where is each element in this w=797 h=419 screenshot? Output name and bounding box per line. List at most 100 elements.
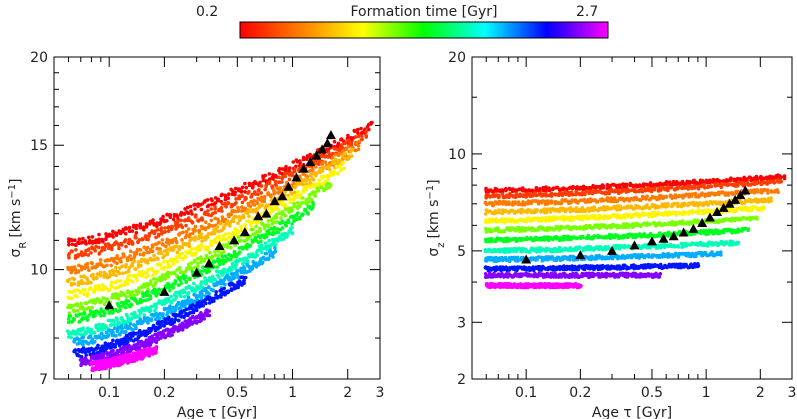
- scatter-point: [103, 324, 108, 328]
- scatter-point: [307, 196, 311, 200]
- scatter-point: [67, 267, 71, 272]
- scatter-point: [256, 188, 261, 193]
- scatter-point: [216, 221, 221, 225]
- scatter-point: [326, 155, 331, 159]
- scatter-point: [273, 246, 277, 250]
- scatter-point: [159, 232, 164, 236]
- scatter-point: [159, 229, 163, 233]
- scatter-point: [146, 321, 150, 325]
- scatter-point: [240, 245, 244, 250]
- scatter-point: [133, 337, 138, 342]
- scatter-point: [569, 227, 573, 232]
- scatter-point: [239, 238, 243, 243]
- scatter-point: [231, 216, 236, 220]
- scatter-point: [273, 179, 278, 184]
- scatter-point: [81, 343, 85, 347]
- scatter-point: [145, 290, 150, 294]
- scatter-point: [88, 334, 92, 339]
- scatter-point: [244, 185, 249, 190]
- scatter-point: [156, 227, 160, 232]
- scatter-point: [199, 235, 204, 240]
- scatter-point: [162, 260, 166, 264]
- scatter-point: [277, 175, 281, 180]
- scatter-point: [274, 216, 279, 220]
- scatter-point: [314, 165, 318, 169]
- scatter-point: [157, 240, 161, 245]
- scatter-point: [532, 227, 537, 232]
- scatter-point: [290, 225, 294, 230]
- scatter-point: [100, 237, 104, 242]
- scatter-point: [73, 238, 77, 242]
- scatter-point: [136, 290, 140, 295]
- scatter-point: [676, 204, 680, 209]
- scatter-point: [296, 190, 300, 194]
- scatter-point: [355, 128, 360, 133]
- scatter-point: [156, 232, 161, 237]
- scatter-point: [276, 180, 281, 184]
- scatter-point: [188, 232, 192, 237]
- scatter-point: [77, 237, 82, 241]
- scatter-point: [538, 225, 542, 229]
- scatter-point: [115, 279, 120, 283]
- scatter-point: [110, 233, 114, 237]
- scatter-point: [220, 215, 225, 219]
- scatter-point: [762, 205, 766, 210]
- scatter-point: [83, 252, 87, 257]
- scatter-point: [598, 197, 603, 202]
- scatter-point: [359, 137, 364, 142]
- colorbar-max-label: 2.7: [576, 4, 598, 20]
- scatter-point: [497, 193, 501, 198]
- scatter-point: [520, 226, 525, 230]
- scatter-point: [301, 155, 306, 160]
- scatter-point: [251, 209, 255, 214]
- scatter-point: [99, 249, 104, 253]
- scatter-point: [184, 229, 189, 234]
- scatter-point: [254, 224, 258, 229]
- scatter-point: [165, 212, 170, 217]
- scatter-point: [239, 228, 244, 232]
- scatter-point: [290, 208, 295, 213]
- scatter-point: [555, 216, 559, 220]
- scatter-point: [342, 166, 347, 171]
- scatter-point: [190, 212, 194, 216]
- scatter-point: [535, 228, 540, 232]
- scatter-point: [523, 188, 528, 192]
- scatter-point: [259, 191, 264, 195]
- scatter-point: [367, 127, 371, 132]
- scatter-point: [200, 225, 204, 229]
- scatter-point: [349, 154, 354, 158]
- scatter-point: [277, 211, 282, 215]
- scatter-point: [168, 248, 172, 252]
- scatter-point: [283, 202, 287, 207]
- scatter-point: [547, 188, 552, 193]
- scatter-point: [647, 206, 652, 210]
- scatter-point: [273, 250, 277, 254]
- scatter-point: [593, 216, 597, 221]
- scatter-point: [505, 226, 509, 231]
- scatter-point: [687, 181, 692, 185]
- scatter-point: [606, 199, 610, 203]
- scatter-point: [337, 147, 342, 151]
- scatter-point: [236, 285, 240, 290]
- scatter-point: [180, 245, 185, 250]
- scatter-point: [209, 218, 214, 223]
- scatter-point: [93, 248, 97, 253]
- scatter-point: [278, 189, 282, 194]
- scatter-point: [338, 168, 343, 173]
- scatter-point: [280, 210, 285, 214]
- y-axis-unit: [km s: [8, 199, 24, 238]
- scatter-point: [290, 172, 294, 177]
- scatter-point: [290, 192, 294, 196]
- scatter-point: [259, 239, 263, 244]
- scatter-point: [167, 242, 171, 246]
- scatter-point: [139, 321, 144, 326]
- scatter-point: [356, 147, 361, 152]
- scatter-point: [356, 134, 361, 139]
- scatter-point: [775, 188, 779, 192]
- scatter-point: [97, 240, 101, 245]
- scatter-point: [143, 235, 148, 239]
- scatter-point: [90, 241, 95, 245]
- scatter-point: [324, 166, 328, 170]
- scatter-point: [489, 228, 494, 233]
- scatter-point: [107, 311, 112, 315]
